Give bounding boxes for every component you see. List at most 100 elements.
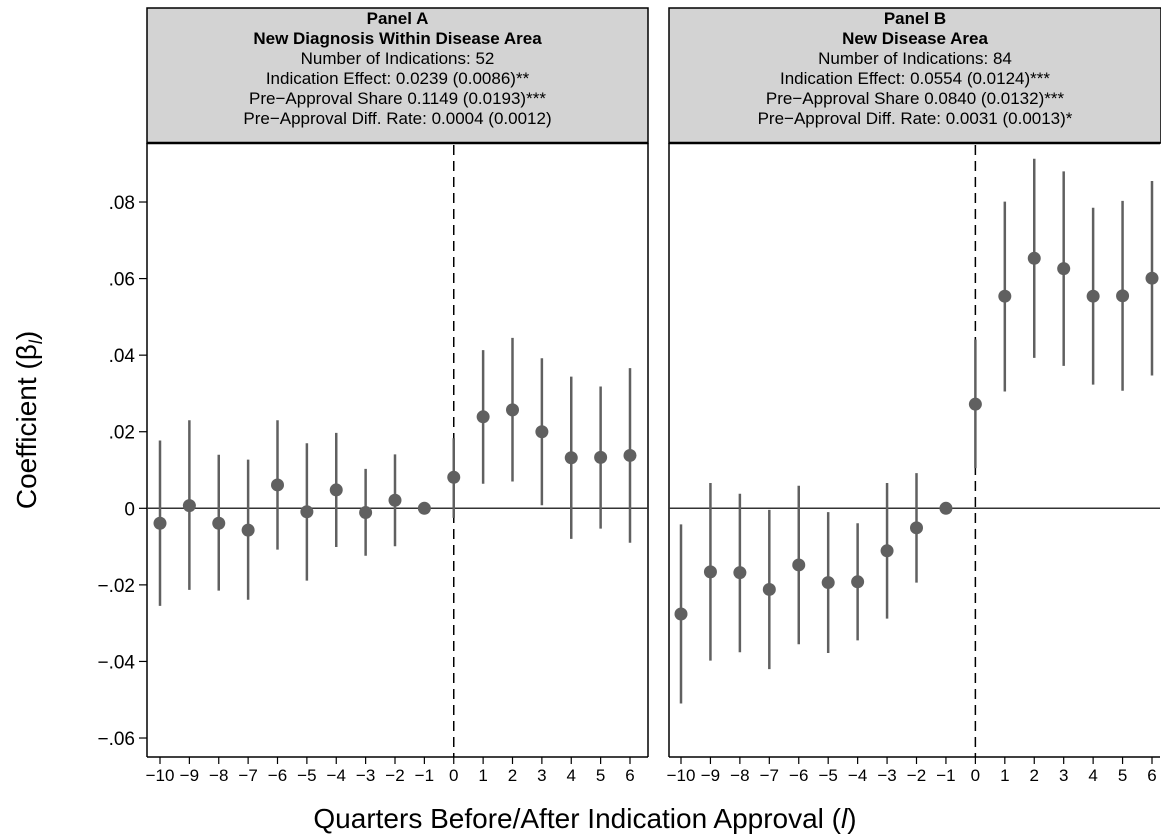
x-tick-label: −4 (327, 766, 346, 785)
coefficient-point (417, 501, 431, 515)
y-tick-label: .08 (109, 193, 135, 214)
coefficient-point (594, 450, 608, 464)
x-tick-label: −4 (848, 766, 867, 785)
coefficient-point (271, 478, 284, 492)
coefficient-point (359, 506, 373, 520)
coefficient-point (1057, 262, 1071, 276)
coefficient-point (792, 558, 806, 572)
x-tick-label: 5 (596, 766, 605, 785)
panel-header-stat: Pre−Approval Diff. Rate: 0.0004 (0.0012) (243, 109, 551, 128)
coefficient-point (300, 505, 314, 519)
coefficient-point (212, 516, 226, 530)
x-tick-label: 0 (971, 766, 980, 785)
x-axis-title-close: ) (847, 803, 856, 834)
coefficient-point (241, 523, 255, 537)
x-tick-label: −5 (297, 766, 316, 785)
x-tick-label: 4 (567, 766, 576, 785)
x-tick-label: 2 (1030, 766, 1039, 785)
y-axis-title-subscript: l (26, 339, 46, 344)
y-axis-title-main: Coefficient (β (11, 344, 42, 509)
x-tick-label: 6 (1147, 766, 1156, 785)
panel-header-subtitle: New Disease Area (842, 29, 988, 48)
x-tick-label: 1 (1000, 766, 1009, 785)
coefficient-point (447, 470, 461, 484)
x-tick-label: 0 (449, 766, 458, 785)
coefficient-point (564, 451, 578, 465)
coefficient-point (821, 576, 835, 590)
y-axis-title-close: ) (11, 331, 42, 340)
panel-header-stat: Pre−Approval Diff. Rate: 0.0031 (0.0013)… (758, 109, 1073, 128)
x-tick-label: −10 (667, 766, 696, 785)
x-tick-label: 3 (537, 766, 546, 785)
y-tick-label: .04 (109, 346, 136, 367)
x-tick-label: −8 (209, 766, 228, 785)
coefficient-point (880, 544, 894, 558)
y-tick-label: 0 (124, 499, 135, 520)
coefficient-point (182, 499, 196, 513)
y-tick-label: −.06 (97, 729, 135, 750)
x-tick-label: −7 (238, 766, 257, 785)
coefficient-point (1027, 251, 1041, 265)
x-tick-label: −10 (146, 766, 175, 785)
x-tick-label: 6 (625, 766, 634, 785)
x-axis-title-variable: l (841, 803, 848, 834)
y-axis: .08 .06 .04 .02 0 −.02 −.04 −.06 (97, 193, 147, 750)
coefficient-point (968, 397, 982, 411)
x-tick-label: −3 (356, 766, 375, 785)
panel-header-stat: Number of Indications: 52 (301, 49, 495, 68)
x-tick-label: −1 (936, 766, 955, 785)
coefficient-point (476, 410, 490, 424)
x-tick-label: 3 (1059, 766, 1068, 785)
coefficient-point (388, 493, 402, 507)
x-axis-title: Quarters Before/After Indication Approva… (313, 803, 856, 834)
x-tick-label: −2 (907, 766, 926, 785)
y-tick-label: .06 (109, 270, 135, 291)
x-tick-label: −2 (385, 766, 404, 785)
coefficient-point (851, 575, 865, 589)
x-tick-label: −9 (701, 766, 720, 785)
coefficient-point (1086, 289, 1100, 303)
x-tick-label: −6 (268, 766, 287, 785)
coefficient-point (1116, 289, 1130, 303)
coefficient-point (1145, 271, 1159, 285)
coefficient-point (703, 565, 717, 579)
coefficient-point (506, 403, 519, 417)
y-tick-label: −.02 (97, 576, 135, 597)
y-tick-label: −.04 (97, 652, 135, 673)
x-tick-label: 1 (478, 766, 487, 785)
x-tick-label: −1 (415, 766, 434, 785)
coefficient-point (329, 483, 343, 497)
coefficient-point (998, 289, 1012, 303)
coefficient-point (674, 607, 688, 621)
panel-header-stat: Pre−Approval Share 0.0840 (0.0132)*** (766, 89, 1065, 108)
panel-header-stat: Number of Indications: 84 (818, 49, 1012, 68)
x-tick-label: −5 (818, 766, 837, 785)
panel-header-stat: Indication Effect: 0.0554 (0.0124)*** (780, 69, 1050, 88)
x-tick-label: 4 (1088, 766, 1097, 785)
x-tick-label: −7 (760, 766, 779, 785)
x-tick-label: −6 (789, 766, 808, 785)
x-tick-label: 5 (1118, 766, 1127, 785)
x-tick-label: −8 (730, 766, 749, 785)
panel-header-subtitle: New Diagnosis Within Disease Area (253, 29, 542, 48)
coefficient-point (910, 521, 923, 535)
x-tick-label: −9 (180, 766, 199, 785)
panel-header-title: Panel B (884, 9, 946, 28)
coefficient-point (939, 501, 953, 515)
panel-header-stat: Indication Effect: 0.0239 (0.0086)** (266, 69, 530, 88)
x-tick-label: 2 (508, 766, 517, 785)
coefficient-point (623, 448, 637, 462)
y-tick-label: .02 (109, 423, 135, 444)
coefficient-point (153, 516, 167, 530)
panel-header-title: Panel A (367, 9, 429, 28)
coefficient-point (535, 425, 549, 439)
panel-header-stat: Pre−Approval Share 0.1149 (0.0193)*** (249, 89, 546, 108)
coefficient-point (762, 582, 776, 596)
y-axis-title: Coefficient (βl) (11, 331, 46, 509)
x-tick-label: −3 (877, 766, 896, 785)
panel-header-box (146, 7, 649, 144)
